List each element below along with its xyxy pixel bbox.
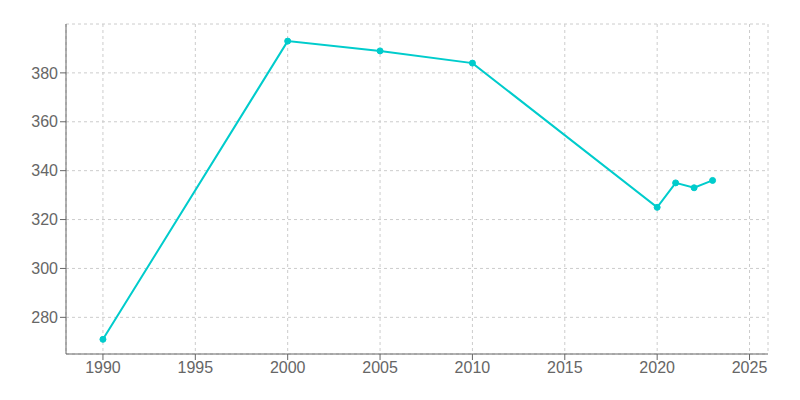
svg-text:2025: 2025 (732, 359, 768, 376)
svg-text:1995: 1995 (178, 359, 214, 376)
svg-text:2015: 2015 (547, 359, 583, 376)
svg-text:280: 280 (31, 309, 58, 326)
svg-text:320: 320 (31, 211, 58, 228)
svg-text:300: 300 (31, 260, 58, 277)
svg-text:340: 340 (31, 162, 58, 179)
svg-text:1990: 1990 (85, 359, 121, 376)
svg-text:2010: 2010 (455, 359, 491, 376)
svg-text:380: 380 (31, 65, 58, 82)
svg-text:2020: 2020 (639, 359, 675, 376)
svg-text:2005: 2005 (362, 359, 398, 376)
svg-text:2000: 2000 (270, 359, 306, 376)
svg-text:360: 360 (31, 113, 58, 130)
